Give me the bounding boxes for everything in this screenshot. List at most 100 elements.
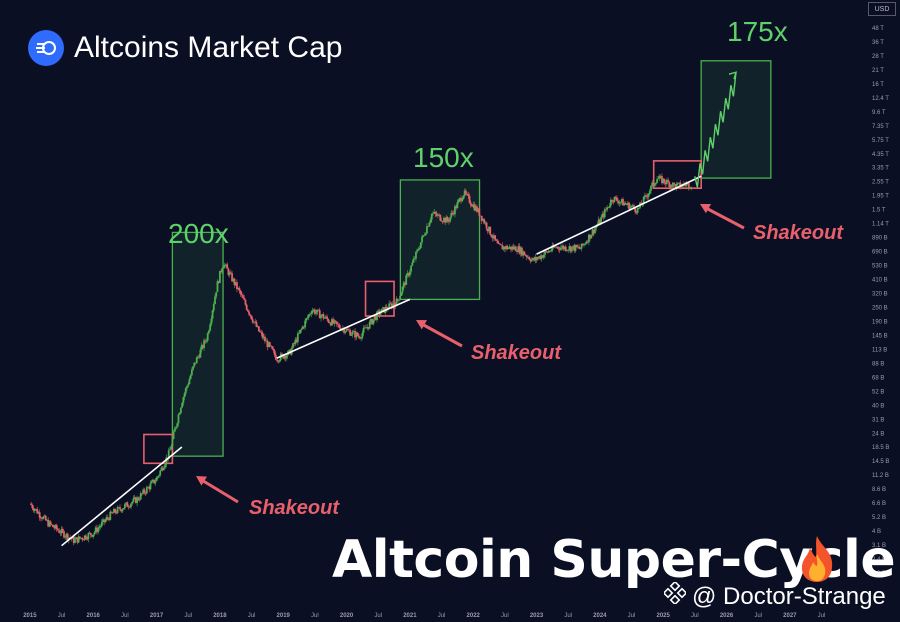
candle-body [187, 384, 190, 387]
candle-body [568, 246, 571, 250]
candle-body [556, 246, 559, 248]
candle-body [349, 330, 352, 336]
candle-body [311, 310, 314, 314]
candle-body [586, 241, 589, 243]
candle-body [675, 183, 678, 189]
candle-body [369, 319, 372, 322]
candle-body [521, 247, 523, 256]
candle-body [173, 428, 176, 432]
y-tick-label: 5.2 B [872, 515, 886, 521]
candle-body [150, 481, 153, 484]
candle-body [466, 193, 469, 195]
candle-body [421, 236, 423, 243]
candle-body [555, 246, 557, 248]
multiplier-label-2: 150x [413, 142, 474, 173]
candle-body [120, 509, 123, 512]
chart-title: Altcoins Market Cap [74, 31, 343, 64]
candle-body [268, 342, 271, 346]
candle-body [61, 528, 64, 532]
pump-boxes [171, 60, 772, 457]
x-tick-label: 2018 [213, 613, 227, 619]
projection-arrowhead [728, 71, 738, 80]
candle-body [237, 287, 240, 290]
candle-body [326, 316, 328, 319]
candle-body [310, 313, 313, 315]
candle-body [535, 257, 538, 260]
candle-body [94, 527, 97, 533]
candle-body [522, 251, 525, 256]
candle-body [66, 533, 69, 541]
candle-body [626, 202, 629, 205]
candle-body [680, 186, 683, 188]
candle-body [530, 259, 533, 262]
candle-body [155, 477, 158, 482]
candle-body [240, 294, 243, 296]
candle-body [137, 497, 140, 500]
candle-body [304, 320, 307, 328]
candle-body [338, 324, 341, 328]
candle-body [528, 257, 531, 260]
candle-body [318, 310, 321, 319]
candle-body [613, 196, 616, 202]
candle-body [285, 355, 288, 359]
candle-body [194, 362, 197, 364]
candle-body [607, 207, 610, 209]
candle-body [479, 215, 482, 217]
watermark-text: @ Doctor-Strange [692, 582, 886, 610]
candle-body [579, 248, 582, 250]
candle-body [221, 268, 224, 272]
candle-body [663, 178, 666, 183]
candle-body [265, 340, 268, 342]
candle-body [399, 295, 402, 301]
candle-body [408, 271, 411, 276]
candle-body [142, 489, 145, 494]
candle-body [678, 182, 680, 184]
candle-body [312, 309, 315, 311]
candle-body [398, 300, 400, 301]
candle-body [503, 246, 506, 250]
candle-body [212, 304, 215, 311]
candle-body [514, 246, 517, 252]
x-tick-label: 2027 [783, 613, 797, 619]
candle-body [478, 208, 481, 216]
x-tick-label: 2026 [720, 613, 734, 619]
candle-body [106, 517, 109, 519]
candle-body [457, 199, 460, 203]
candle-body [138, 499, 141, 501]
candle-body [276, 359, 279, 361]
candle-body [551, 245, 554, 251]
candle-body [430, 213, 433, 220]
candle-body [162, 467, 165, 471]
candle-body [385, 306, 388, 310]
candle-body [461, 199, 464, 202]
candle-body [525, 255, 528, 258]
candle-body [104, 519, 107, 523]
candle-body [591, 229, 594, 236]
multiplier-label-3: 175x [727, 16, 788, 47]
candle-body [295, 339, 298, 343]
y-tick-label: 7.35 T [872, 124, 889, 130]
candle-body [490, 234, 493, 238]
candle-body [86, 538, 89, 540]
candle-body [133, 497, 136, 499]
candle-body [507, 247, 510, 250]
candle-body [204, 340, 207, 342]
candle-body [379, 312, 382, 315]
candle-body [284, 355, 287, 359]
candle-body [41, 518, 43, 520]
candle-body [439, 214, 442, 221]
candle-body [231, 273, 233, 282]
candle-body [31, 504, 34, 509]
candle-body [328, 322, 331, 323]
candle-body [413, 258, 416, 260]
candle-body [618, 202, 621, 204]
candle-body [97, 527, 99, 533]
candle-body [259, 331, 261, 333]
candle-body [197, 356, 199, 358]
candle-body [211, 310, 214, 319]
currency-badge[interactable]: USD [868, 2, 896, 16]
y-tick-label: 40 B [872, 403, 884, 409]
candle-body [272, 349, 275, 351]
candle-body [463, 190, 466, 196]
candle-body [208, 330, 210, 334]
